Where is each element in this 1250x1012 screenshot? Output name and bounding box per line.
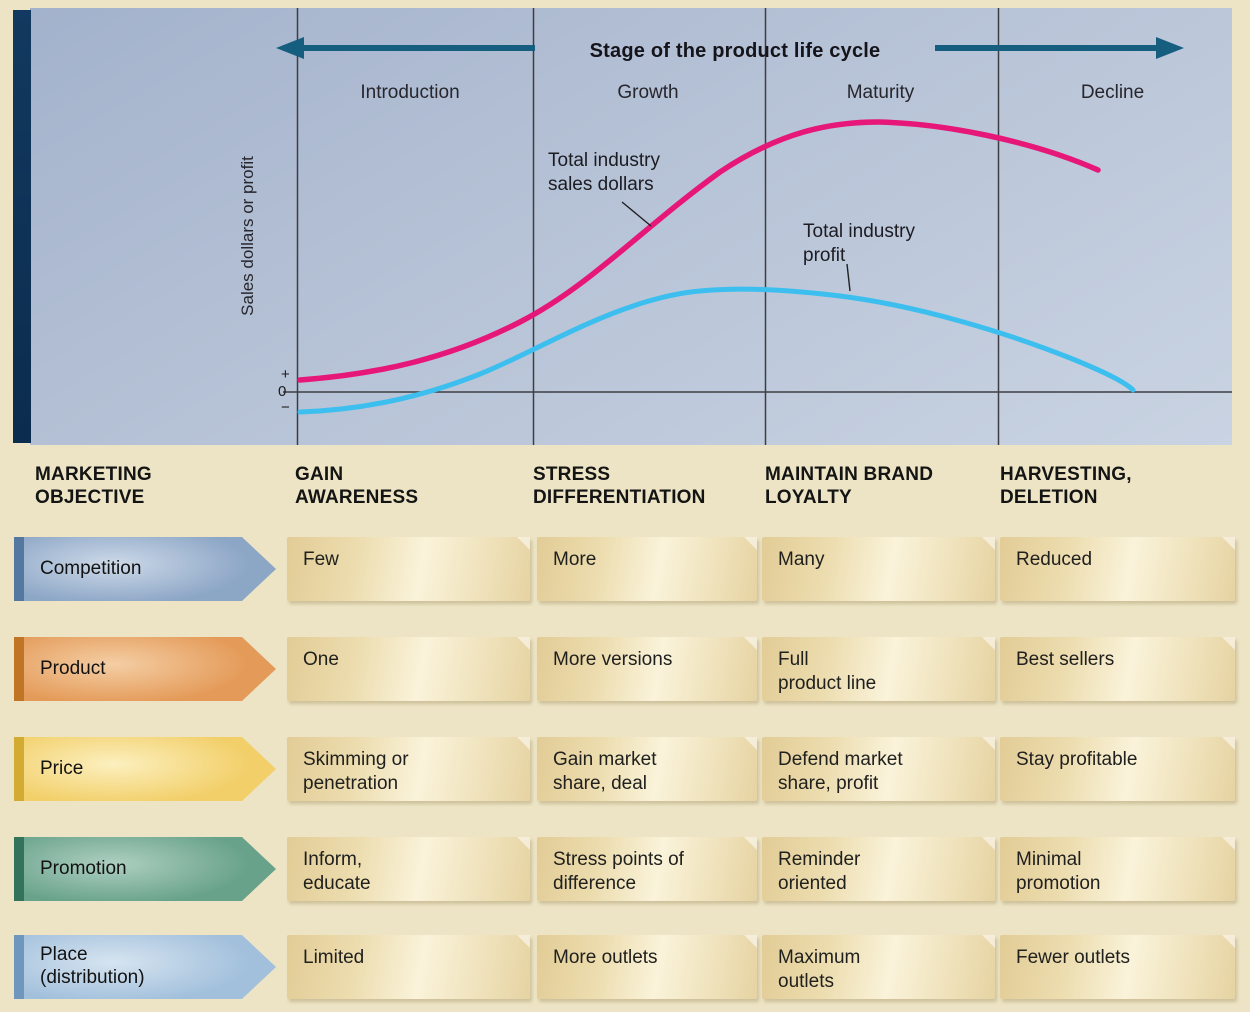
axis-mark-plus: + bbox=[281, 366, 290, 383]
row-label-place-distribution: Place (distribution) bbox=[14, 935, 276, 999]
chart-panel bbox=[30, 8, 1232, 445]
row-label-competition: Competition bbox=[14, 537, 276, 601]
axis-mark-zero: 0 bbox=[278, 383, 287, 400]
cell-place-decline: Fewer outlets bbox=[1000, 935, 1235, 999]
cell-promotion-decline: Minimal promotion bbox=[1000, 837, 1235, 901]
row-label-product: Product bbox=[14, 637, 276, 701]
column-header-gain-awareness: GAIN AWARENESS bbox=[295, 464, 419, 508]
cell-promotion-growth: Stress points of difference bbox=[537, 837, 757, 901]
cell-product-maturity: Full product line bbox=[762, 637, 995, 701]
cell-place-growth: More outlets bbox=[537, 935, 757, 999]
axis-mark-minus: − bbox=[281, 399, 290, 416]
cell-competition-introduction: Few bbox=[287, 537, 530, 601]
row-label-promotion: Promotion bbox=[14, 837, 276, 901]
cell-competition-decline: Reduced bbox=[1000, 537, 1235, 601]
cell-price-maturity: Defend market share, profit bbox=[762, 737, 995, 801]
row-label-text: Product bbox=[40, 657, 106, 679]
column-header-marketing-objective: MARKETING OBJECTIVE bbox=[35, 464, 152, 508]
profit-series-label: Total industry profit bbox=[803, 221, 915, 266]
row-label-text: Promotion bbox=[40, 857, 127, 879]
cell-product-decline: Best sellers bbox=[1000, 637, 1235, 701]
column-header-maintain-brand-loyalty: MAINTAIN BRAND LOYALTY bbox=[765, 464, 934, 508]
stage-label-maturity: Maturity bbox=[846, 82, 915, 103]
cell-product-growth: More versions bbox=[537, 637, 757, 701]
cell-place-introduction: Limited bbox=[287, 935, 530, 999]
row-label-text: Place (distribution) bbox=[40, 944, 145, 988]
chart-title: Stage of the product life cycle bbox=[589, 40, 881, 62]
cell-price-introduction: Skimming or penetration bbox=[287, 737, 530, 801]
stage-label-decline: Decline bbox=[1080, 82, 1145, 103]
row-label-price: Price bbox=[14, 737, 276, 801]
cell-competition-maturity: Many bbox=[762, 537, 995, 601]
cell-promotion-maturity: Reminder oriented bbox=[762, 837, 995, 901]
row-label-text: Competition bbox=[40, 557, 142, 579]
column-header-stress-differentiation: STRESS DIFFERENTIATION bbox=[533, 464, 706, 508]
cell-competition-growth: More bbox=[537, 537, 757, 601]
cell-price-growth: Gain market share, deal bbox=[537, 737, 757, 801]
cell-price-decline: Stay profitable bbox=[1000, 737, 1235, 801]
left-edge-decoration bbox=[13, 10, 31, 443]
stage-label-introduction: Introduction bbox=[360, 82, 460, 103]
cell-place-maturity: Maximum outlets bbox=[762, 935, 995, 999]
cell-product-introduction: One bbox=[287, 637, 530, 701]
cell-promotion-introduction: Inform, educate bbox=[287, 837, 530, 901]
sales-series-label: Total industry sales dollars bbox=[548, 150, 660, 195]
stage-label-growth: Growth bbox=[617, 82, 679, 103]
y-axis-label: Sales dollars or profit bbox=[238, 156, 257, 316]
column-header-harvesting-deletion: HARVESTING, DELETION bbox=[1000, 464, 1132, 508]
row-label-text: Price bbox=[40, 757, 84, 779]
